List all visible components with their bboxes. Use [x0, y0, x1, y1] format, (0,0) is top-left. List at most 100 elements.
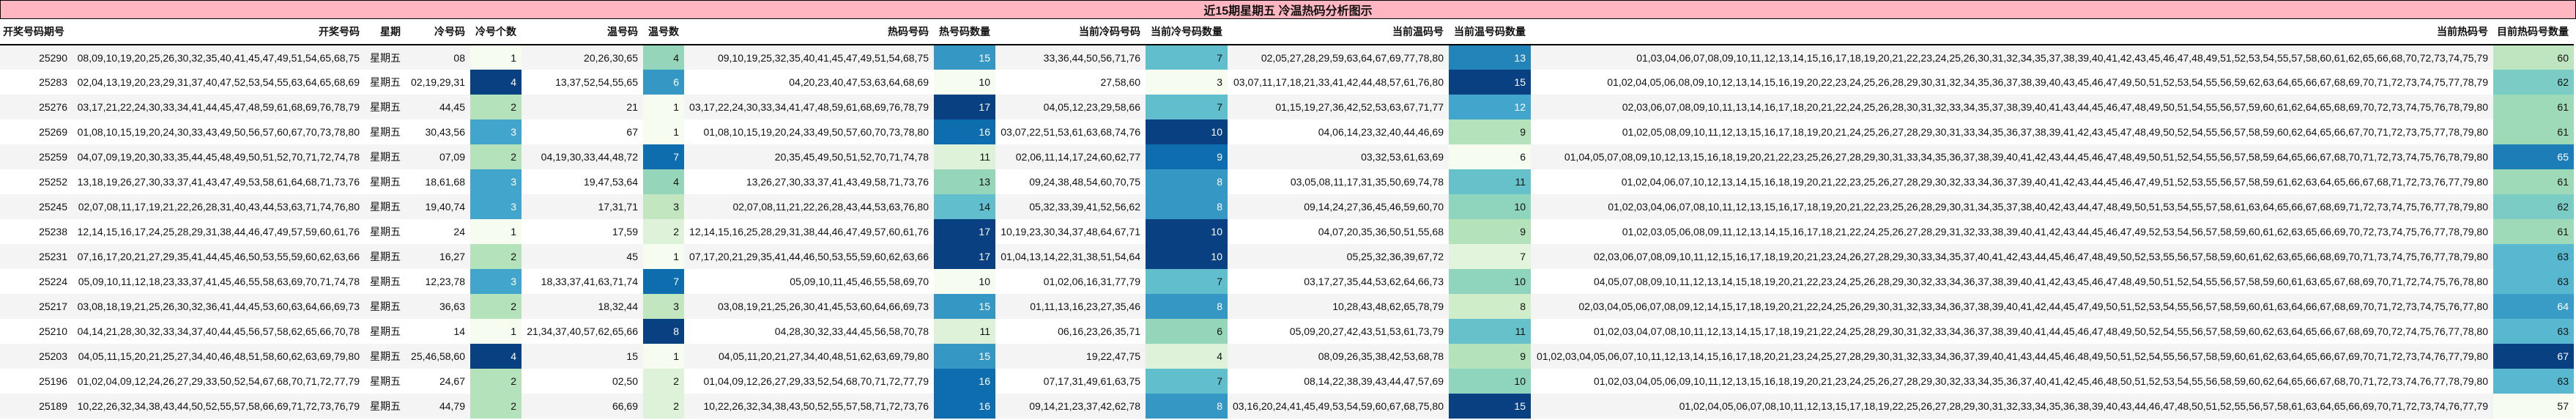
cell-warm: 45	[521, 244, 643, 269]
cell-numbers: 08,09,10,19,20,25,26,30,32,35,40,41,45,4…	[73, 45, 365, 70]
table-row[interactable]: 25245 02,07,08,11,17,19,21,22,26,28,31,40…	[0, 194, 2574, 219]
header-numbers[interactable]: 开奖号码	[73, 19, 365, 45]
header-weekday[interactable]: 星期	[365, 19, 406, 45]
header-hot[interactable]: 热码号码	[684, 19, 934, 45]
cell-issue: 25203	[0, 344, 73, 369]
header-cur-warm-count[interactable]: 当前温号码数量	[1449, 19, 1531, 45]
cell-cur-cold-count: 10	[1146, 244, 1228, 269]
header-issue[interactable]: 开奖号码期号	[0, 19, 73, 45]
table-row[interactable]: 25252 13,18,19,26,27,30,33,37,41,43,47,49…	[0, 169, 2574, 194]
cell-cur-cold: 01,04,13,14,22,31,38,51,54,64	[995, 244, 1146, 269]
cell-weekday: 星期五	[365, 219, 406, 244]
cell-cur-cold-count: 8	[1146, 169, 1228, 194]
cell-cur-warm-count: 6	[1449, 144, 1531, 169]
table-row[interactable]: 25196 01,02,04,09,12,24,26,27,29,33,50,52…	[0, 369, 2574, 394]
cell-issue: 25245	[0, 194, 73, 219]
cell-cold: 30,43,56	[406, 119, 470, 144]
cell-numbers: 04,14,21,28,30,32,33,34,37,40,44,45,56,5…	[73, 319, 365, 344]
table-row[interactable]: 25259 04,07,09,19,20,30,33,35,44,45,48,49…	[0, 144, 2574, 169]
cell-cold: 36,63	[406, 294, 470, 319]
cell-issue: 25217	[0, 294, 73, 319]
cell-weekday: 星期五	[365, 70, 406, 95]
cell-hot: 13,26,27,30,33,37,41,43,49,58,71,73,76	[684, 169, 934, 194]
cell-cur-warm: 09,14,24,27,36,45,46,59,60,70	[1228, 194, 1449, 219]
cell-hot: 04,20,23,40,47,53,63,64,68,69	[684, 70, 934, 95]
cell-hot-count: 16	[934, 119, 995, 144]
table-row[interactable]: 25189 10,22,26,32,34,38,43,44,50,52,55,57…	[0, 394, 2574, 419]
cell-cur-hot: 01,02,04,05,06,07,08,10,11,12,13,15,17,1…	[1531, 394, 2493, 419]
cell-cur-hot: 02,03,04,05,06,07,08,09,12,14,15,17,18,1…	[1531, 294, 2493, 319]
header-cur-hot-count[interactable]: 目前热码号数量	[2493, 19, 2574, 45]
cell-hot-count: 16	[934, 394, 995, 419]
cell-weekday: 星期五	[365, 394, 406, 419]
table-row[interactable]: 25210 04,14,21,28,30,32,33,34,37,40,44,45…	[0, 319, 2574, 344]
cell-issue: 25276	[0, 95, 73, 119]
table-row[interactable]: 25231 07,16,17,20,21,27,29,35,41,44,45,46…	[0, 244, 2574, 269]
cell-cur-cold-count: 7	[1146, 95, 1228, 119]
cell-warm: 15	[521, 344, 643, 369]
cell-hot: 09,10,19,25,32,35,40,41,45,47,49,51,54,6…	[684, 45, 934, 70]
cell-cur-hot-count: 63	[2493, 369, 2574, 394]
table-row[interactable]: 25283 02,04,13,19,20,23,29,31,37,40,47,52…	[0, 70, 2574, 95]
cell-cold: 14	[406, 319, 470, 344]
table-row[interactable]: 25224 05,09,10,11,12,18,23,33,37,41,45,46…	[0, 269, 2574, 294]
cell-cold-count: 3	[470, 119, 521, 144]
cell-warm-count: 8	[643, 319, 684, 344]
header-cold-count[interactable]: 冷号个数	[470, 19, 521, 45]
cell-issue: 25224	[0, 269, 73, 294]
cell-numbers: 02,07,08,11,17,19,21,22,26,28,31,40,43,4…	[73, 194, 365, 219]
table-row[interactable]: 25217 03,08,18,19,21,25,26,30,32,36,41,44…	[0, 294, 2574, 319]
cell-warm: 67	[521, 119, 643, 144]
cell-hot-count: 10	[934, 70, 995, 95]
cell-numbers: 03,08,18,19,21,25,26,30,32,36,41,44,45,5…	[73, 294, 365, 319]
cell-cur-cold-count: 7	[1146, 269, 1228, 294]
cell-cur-hot-count: 57	[2493, 394, 2574, 419]
cell-hot: 01,08,10,15,19,20,24,33,49,50,57,60,70,7…	[684, 119, 934, 144]
cell-weekday: 星期五	[365, 344, 406, 369]
cell-hot: 04,05,11,20,21,27,34,40,48,51,62,63,69,7…	[684, 344, 934, 369]
header-warm-count[interactable]: 温号数	[643, 19, 684, 45]
header-cold[interactable]: 冷号码	[406, 19, 470, 45]
page-title: 近15期星期五 冷温热码分析图示	[0, 0, 2576, 19]
cell-cur-cold: 09,14,21,23,37,42,62,78	[995, 394, 1146, 419]
cell-cold-count: 4	[470, 70, 521, 95]
table-row[interactable]: 25276 03,17,21,22,24,30,33,34,41,44,45,47…	[0, 95, 2574, 119]
cell-cur-warm-count: 9	[1449, 344, 1531, 369]
cell-warm: 02,50	[521, 369, 643, 394]
cell-cur-warm-count: 11	[1449, 319, 1531, 344]
cell-cur-cold: 01,11,13,16,23,27,35,46	[995, 294, 1146, 319]
header-cur-hot[interactable]: 当前热码号	[1531, 19, 2493, 45]
cell-issue: 25252	[0, 169, 73, 194]
cell-hot: 12,14,15,16,25,28,29,31,38,44,46,47,49,5…	[684, 219, 934, 244]
cell-warm-count: 2	[643, 369, 684, 394]
table-row[interactable]: 25238 12,14,15,16,17,24,25,28,29,31,38,44…	[0, 219, 2574, 244]
cell-hot-count: 10	[934, 269, 995, 294]
cell-cold: 25,46,58,60	[406, 344, 470, 369]
table-row[interactable]: 25269 01,08,10,15,19,20,24,30,33,43,49,50…	[0, 119, 2574, 144]
cell-cur-hot: 01,02,03,05,06,08,09,11,12,13,14,15,16,1…	[1531, 219, 2493, 244]
header-hot-count[interactable]: 热号码数量	[934, 19, 995, 45]
cell-weekday: 星期五	[365, 319, 406, 344]
cell-cold: 19,40,74	[406, 194, 470, 219]
header-warm[interactable]: 温号码	[521, 19, 643, 45]
cell-numbers: 03,17,21,22,24,30,33,34,41,44,45,47,48,5…	[73, 95, 365, 119]
cell-cur-warm-count: 13	[1449, 45, 1531, 70]
cell-cur-cold: 27,58,60	[995, 70, 1146, 95]
cell-warm: 17,31,71	[521, 194, 643, 219]
cell-hot: 20,35,45,49,50,51,52,70,71,74,78	[684, 144, 934, 169]
cell-cur-warm-count: 9	[1449, 119, 1531, 144]
cell-cold-count: 3	[470, 269, 521, 294]
cell-cur-cold: 07,17,31,49,61,63,75	[995, 369, 1146, 394]
cell-cur-cold-count: 6	[1146, 319, 1228, 344]
cell-cur-hot-count: 63	[2493, 269, 2574, 294]
header-cur-warm[interactable]: 当前温码号	[1228, 19, 1449, 45]
table-row[interactable]: 25290 08,09,10,19,20,25,26,30,32,35,40,41…	[0, 45, 2574, 70]
header-cur-cold-count[interactable]: 当前冷号码数量	[1146, 19, 1228, 45]
header-cur-cold[interactable]: 当前冷码号码	[995, 19, 1146, 45]
cell-weekday: 星期五	[365, 294, 406, 319]
table-row[interactable]: 25203 04,05,11,15,20,21,25,27,34,40,46,48…	[0, 344, 2574, 369]
cell-cur-warm: 03,17,27,35,44,53,62,64,66,73	[1228, 269, 1449, 294]
cell-weekday: 星期五	[365, 169, 406, 194]
cell-hot-count: 16	[934, 369, 995, 394]
cell-cur-hot: 02,03,06,07,08,09,10,11,13,14,16,17,18,2…	[1531, 95, 2493, 119]
